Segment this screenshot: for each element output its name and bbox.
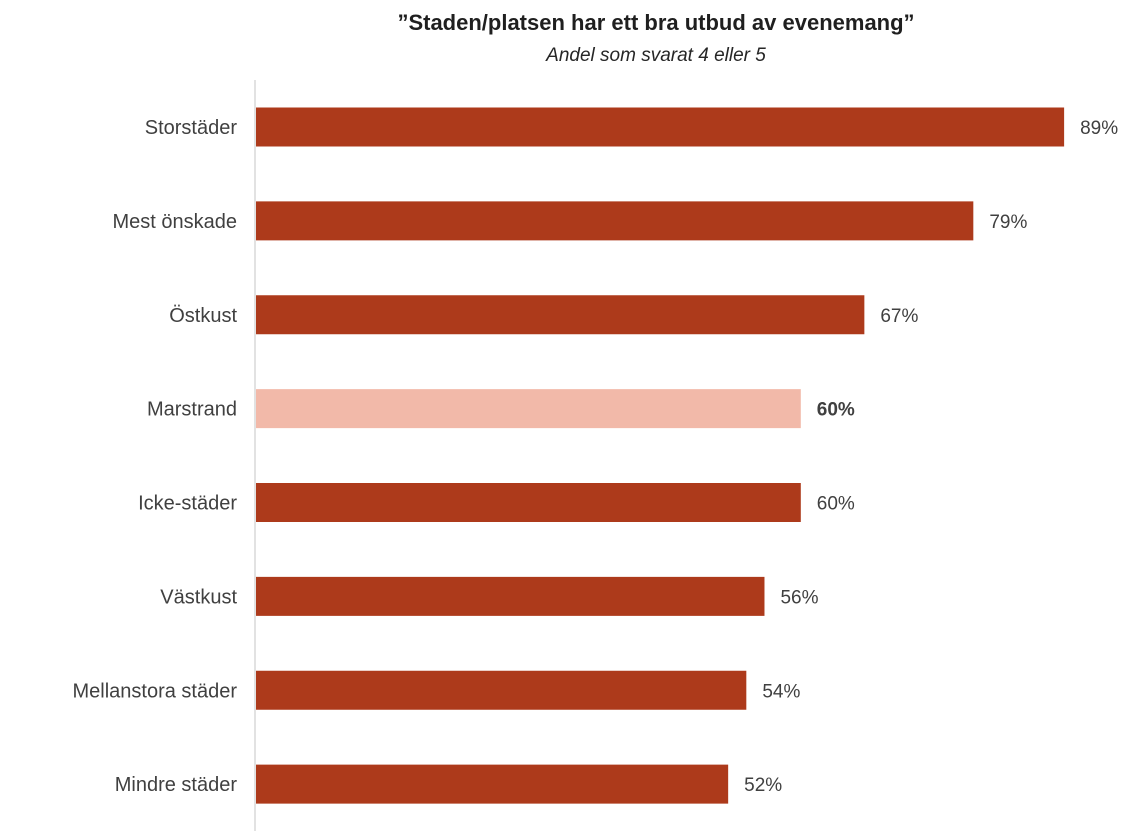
data-label: 56% xyxy=(780,587,818,608)
category-label: Icke-städer xyxy=(138,493,237,515)
data-label: 54% xyxy=(762,681,800,702)
bar xyxy=(256,670,747,710)
category-label: Västkust xyxy=(160,586,237,608)
bar xyxy=(256,201,974,241)
bar xyxy=(256,295,865,335)
data-label: 79% xyxy=(989,212,1027,233)
category-label: Storstäder xyxy=(145,117,238,139)
bar xyxy=(256,764,729,804)
category-label: Marstrand xyxy=(147,399,237,421)
category-label: Mest önskade xyxy=(112,211,237,233)
data-label: 89% xyxy=(1080,118,1118,139)
bar xyxy=(256,483,801,522)
bar xyxy=(256,576,765,616)
category-label: Mellanstora städer xyxy=(72,680,237,702)
chart-title: ”Staden/platsen har ett bra utbud av eve… xyxy=(397,10,915,35)
data-label: 60% xyxy=(817,400,855,421)
data-label: 52% xyxy=(744,775,782,796)
chart-subtitle: Andel som svarat 4 eller 5 xyxy=(546,45,766,66)
category-label: Mindre städer xyxy=(115,774,238,796)
data-label: 67% xyxy=(880,306,918,327)
bar xyxy=(256,107,1065,147)
category-label: Östkust xyxy=(169,305,237,327)
data-label: 60% xyxy=(817,494,855,515)
bar xyxy=(256,389,801,429)
